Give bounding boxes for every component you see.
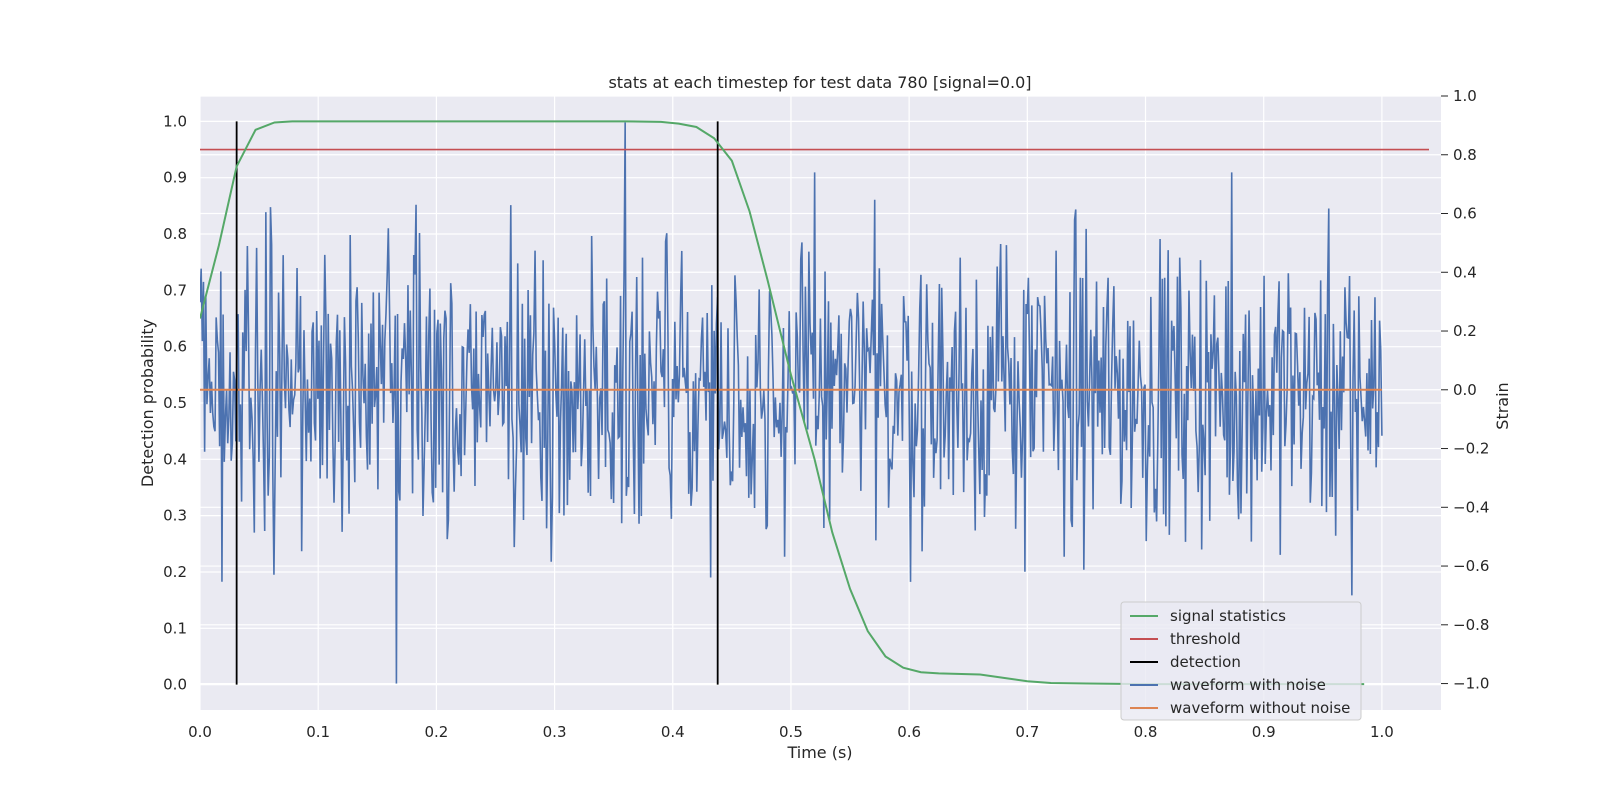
y-tick-label-right: 0.8 bbox=[1453, 146, 1477, 164]
x-tick-label: 1.0 bbox=[1370, 723, 1394, 741]
x-tick-label: 0.3 bbox=[543, 723, 567, 741]
x-tick-label: 0.7 bbox=[1015, 723, 1039, 741]
x-tick-label: 0.0 bbox=[188, 723, 212, 741]
y-tick-label-left: 0.5 bbox=[163, 394, 187, 412]
y-tick-label-right: 1.0 bbox=[1453, 87, 1477, 105]
chart-title: stats at each timestep for test data 780… bbox=[608, 73, 1031, 92]
y-tick-label-left: 0.8 bbox=[163, 225, 187, 243]
legend: signal statistics threshold detection wa… bbox=[1120, 601, 1362, 721]
y-tick-label-left: 0.6 bbox=[163, 338, 187, 356]
legend-label-signal: signal statistics bbox=[1170, 607, 1286, 625]
tick-labels: 0.0 0.1 0.2 0.3 0.4 0.5 0.6 0.7 0.8 0.9 1.0 0.0 0.1 0… bbox=[163, 87, 1489, 741]
x-tick-label: 0.8 bbox=[1134, 723, 1158, 741]
y-tick-label-right: 0.2 bbox=[1453, 322, 1477, 340]
x-tick-label: 0.4 bbox=[661, 723, 685, 741]
x-axis-label: Time (s) bbox=[786, 743, 852, 762]
x-tick-label: 0.1 bbox=[306, 723, 330, 741]
x-tick-label: 0.2 bbox=[424, 723, 448, 741]
y-tick-label-right: 0.0 bbox=[1453, 381, 1477, 399]
y-tick-label-left: 0.3 bbox=[163, 507, 187, 525]
y-tick-label-left: 0.1 bbox=[163, 619, 187, 637]
y-tick-label-right: 0.4 bbox=[1453, 263, 1477, 281]
series-layer bbox=[200, 120, 1429, 686]
x-tick-label: 0.5 bbox=[779, 723, 803, 741]
y-tick-label-left: 0.9 bbox=[163, 169, 187, 187]
y-axis-label-left: Detection probability bbox=[138, 319, 157, 487]
legend-label-clean: waveform without noise bbox=[1170, 699, 1350, 717]
y-tick-label-right: −0.4 bbox=[1453, 498, 1489, 516]
y-tick-label-right: −0.2 bbox=[1453, 440, 1489, 458]
legend-label-noise: waveform with noise bbox=[1170, 676, 1326, 694]
y-tick-label-left: 0.7 bbox=[163, 281, 187, 299]
y-tick-label-left: 1.0 bbox=[163, 112, 187, 130]
y-tick-label-left: 0.4 bbox=[163, 450, 187, 468]
y-tick-label-left: 0.2 bbox=[163, 563, 187, 581]
y-tick-label-left: 0.0 bbox=[163, 676, 187, 694]
x-tick-label: 0.9 bbox=[1252, 723, 1276, 741]
legend-label-detection: detection bbox=[1170, 653, 1241, 671]
y-tick-label-right: −1.0 bbox=[1453, 675, 1489, 693]
y-tick-label-right: −0.8 bbox=[1453, 616, 1489, 634]
legend-label-threshold: threshold bbox=[1170, 630, 1241, 648]
y-tick-label-right: 0.6 bbox=[1453, 205, 1477, 223]
legend-box bbox=[1120, 601, 1362, 721]
x-tick-label: 0.6 bbox=[897, 723, 921, 741]
signal-statistics-line bbox=[200, 120, 1365, 686]
y-axis-label-right: Strain bbox=[1493, 382, 1512, 429]
y-tick-label-right: −0.6 bbox=[1453, 557, 1489, 575]
